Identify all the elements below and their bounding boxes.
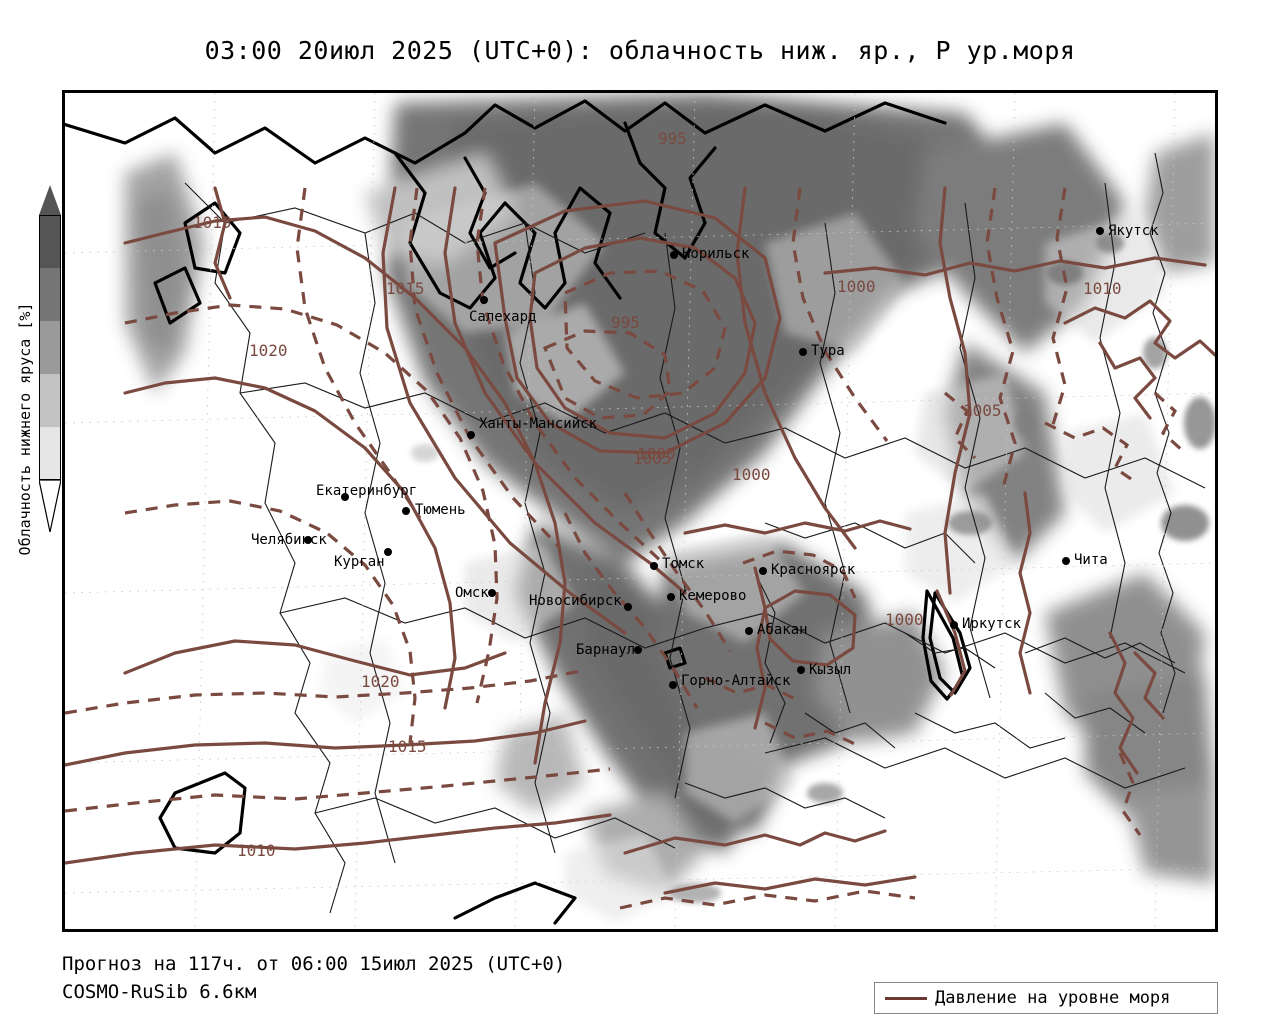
isobar-value-label: 1020	[249, 341, 288, 360]
isobar-value-label: 1015	[386, 279, 425, 298]
city-label: Омск	[455, 585, 489, 601]
colorbar-band-50	[39, 321, 61, 374]
isobars-solid	[65, 186, 1215, 895]
isobar-value-label: 995	[611, 313, 640, 332]
colorbar-band-30	[39, 374, 61, 427]
city-marker[interactable]	[670, 251, 678, 259]
city-marker[interactable]	[304, 536, 312, 544]
forecast-info: Прогноз на 117ч. от 06:00 15июл 2025 (UT…	[62, 953, 566, 975]
city-marker[interactable]	[667, 593, 675, 601]
city-label: Абакан	[757, 622, 808, 638]
city-marker[interactable]	[797, 666, 805, 674]
isobar-value-label: 1005	[633, 449, 672, 468]
colorbar-gradient	[38, 185, 62, 533]
city-marker[interactable]	[402, 507, 410, 515]
graticule	[65, 93, 1215, 929]
city-label: Барнаул	[576, 642, 636, 658]
city-marker[interactable]	[1096, 227, 1104, 235]
isobars-dashed	[65, 187, 1185, 910]
colorbar-axis-title: Облачность нижнего яруса [%]	[16, 302, 34, 556]
legend-label: Давление на уровне моря	[935, 988, 1171, 1008]
city-marker[interactable]	[634, 646, 642, 654]
city-label: Курган	[334, 554, 385, 570]
city-marker[interactable]	[341, 493, 349, 501]
isobar-value-label: 1010	[1083, 279, 1122, 298]
city-label: Горно-Алтайск	[681, 673, 791, 689]
city-label: Новосибирск	[529, 593, 622, 609]
city-label: Челябинск	[251, 532, 327, 548]
footer: Прогноз на 117ч. от 06:00 15июл 2025 (UT…	[62, 950, 565, 1006]
city-marker[interactable]	[488, 589, 496, 597]
legend-line-sample	[885, 996, 927, 1000]
colorbar-band-70	[39, 268, 61, 321]
colorbar-band-90	[39, 215, 61, 268]
city-marker[interactable]	[1062, 557, 1070, 565]
city-label: Красноярск	[771, 562, 856, 578]
legend-box: Давление на уровне моря	[874, 982, 1218, 1014]
city-label: Норильск	[682, 246, 750, 262]
city-label: Тюмень	[415, 502, 466, 518]
colorbar-band-10	[39, 427, 61, 480]
isobar-value-label: 995	[658, 129, 687, 148]
page-title: 03:00 20июл 2025 (UTC+0): облачность ниж…	[204, 36, 1076, 65]
city-marker[interactable]	[384, 548, 392, 556]
isobar-value-label: 1010	[237, 841, 276, 860]
city-marker[interactable]	[650, 562, 658, 570]
city-label: Кызыл	[809, 662, 852, 678]
colorbar: Облачность нижнего яруса [%] 9070503010	[0, 90, 84, 932]
city-marker[interactable]	[669, 681, 677, 689]
model-info: COSMO-RuSib 6.6км	[62, 981, 257, 1003]
city-marker[interactable]	[799, 348, 807, 356]
city-marker[interactable]	[480, 296, 488, 304]
city-label: Тура	[811, 343, 845, 359]
isobar-value-label: 1000	[732, 465, 771, 484]
city-label: Кемерово	[679, 588, 747, 604]
city-marker[interactable]	[467, 431, 475, 439]
city-label: Томск	[662, 556, 705, 572]
colorbar-bottom-arrow	[38, 479, 62, 533]
isobar-value-label: 1015	[388, 737, 427, 756]
city-label: Екатеринбург	[316, 483, 418, 499]
city-label: Чита	[1074, 552, 1108, 568]
city-marker[interactable]	[745, 627, 753, 635]
city-label: Якутск	[1108, 223, 1159, 239]
city-marker[interactable]	[624, 603, 632, 611]
isobar-value-label: 1000	[837, 277, 876, 296]
colorbar-top-arrow	[39, 185, 61, 215]
map-canvas[interactable]: Якутск Норильск Салехард Тура Ханты-Мансийск…	[62, 90, 1218, 932]
city-label: Ханты-Мансийск	[479, 416, 598, 432]
isobar-value-label: 1005	[963, 401, 1002, 420]
city-label: Иркутск	[962, 616, 1022, 632]
isobar-value-label: 1000	[637, 444, 676, 463]
city-marker[interactable]	[759, 567, 767, 575]
map-graphics	[65, 93, 1215, 929]
city-label: Салехард	[469, 309, 537, 325]
isobar-value-label: 1015	[193, 213, 232, 232]
city-marker[interactable]	[950, 621, 958, 629]
coastline	[65, 99, 972, 925]
isobar-value-label: 1000	[885, 610, 924, 629]
isobar-value-label: 1020	[361, 672, 400, 691]
